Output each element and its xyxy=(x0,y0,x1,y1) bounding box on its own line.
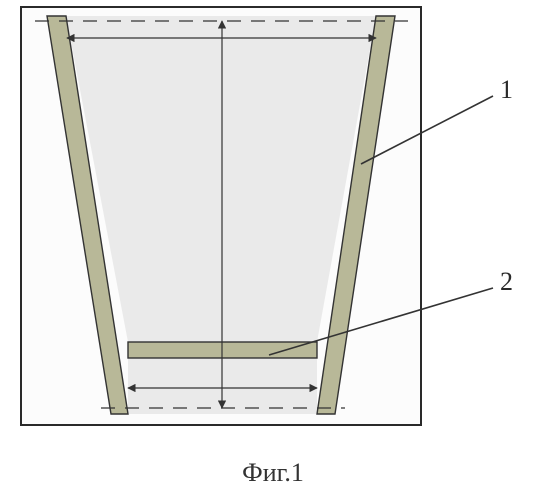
diagram-svg: 12 xyxy=(0,0,546,500)
callout-label-2: 2 xyxy=(500,267,513,296)
figure-caption: Фиг.1 xyxy=(0,458,546,488)
caption-text: Фиг.1 xyxy=(242,458,304,487)
callout-label-1: 1 xyxy=(500,75,513,104)
figure-canvas: 12 Фиг.1 xyxy=(0,0,546,500)
